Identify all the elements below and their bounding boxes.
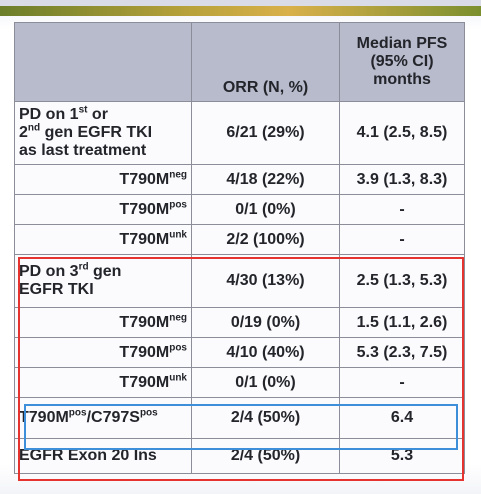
orr-cell: 2/2 (100%) bbox=[191, 224, 340, 255]
row-label: T790Munk bbox=[14, 224, 192, 255]
orr-cell: 0/19 (0%) bbox=[191, 307, 340, 338]
row-label: T790Mneg bbox=[14, 307, 192, 338]
row-label-text: 2 bbox=[19, 124, 28, 141]
row-label-text: T790M bbox=[119, 170, 170, 188]
pfs-cell: 6.4 bbox=[339, 397, 465, 439]
row-label-sup: unk bbox=[169, 372, 187, 384]
orr-cell: 4/30 (13%) bbox=[191, 254, 340, 308]
row-label-text: as last treatment bbox=[19, 142, 147, 159]
table-row-egfr-exon20: EGFR Exon 20 Ins 2/4 (50%) 5.3 bbox=[14, 438, 465, 474]
pfs-cell: 3.9 (1.3, 8.3) bbox=[339, 164, 465, 195]
results-table: ORR (N, %) Median PFS (95% CI) months PD… bbox=[14, 22, 465, 474]
row-label-sup: pos bbox=[169, 199, 187, 211]
orr-cell: 6/21 (29%) bbox=[191, 101, 340, 165]
pfs-cell: 1.5 (1.1, 2.6) bbox=[339, 307, 465, 338]
row-label: T790Munk bbox=[14, 367, 192, 398]
pfs-cell: 5.3 bbox=[339, 438, 465, 474]
table-row-t790m-unk-3rd: T790Munk 0/1 (0%) - bbox=[14, 367, 465, 398]
row-label: T790Mpos bbox=[14, 337, 192, 368]
header-row: ORR (N, %) Median PFS (95% CI) months bbox=[14, 22, 465, 102]
row-label-sup: nd bbox=[27, 122, 41, 134]
row-label-text: T790M bbox=[119, 200, 170, 218]
row-label-sup: pos bbox=[139, 407, 158, 419]
pfs-cell: - bbox=[339, 367, 465, 398]
pfs-cell: - bbox=[339, 224, 465, 255]
table-row-t790m-unk: T790Munk 2/2 (100%) - bbox=[14, 224, 465, 255]
row-label: PD on 1st or 2nd gen EGFR TKI as last tr… bbox=[14, 101, 192, 165]
row-label-sup: pos bbox=[68, 407, 87, 419]
header-pfs-line2: (95% CI) bbox=[370, 53, 434, 70]
table-row-pd-3rd-gen: PD on 3rd gen EGFR TKI 4/30 (13%) 2.5 (1… bbox=[14, 254, 465, 308]
row-label-sup: unk bbox=[169, 229, 187, 241]
row-label-sup: st bbox=[78, 104, 88, 116]
table-row-t790m-c797s: T790Mpos/C797Spos 2/4 (50%) 6.4 bbox=[14, 397, 465, 439]
row-label-sup: neg bbox=[169, 312, 187, 324]
table-row-t790m-neg-3rd: T790Mneg 0/19 (0%) 1.5 (1.1, 2.6) bbox=[14, 307, 465, 338]
table-row-t790m-pos-3rd: T790Mpos 4/10 (40%) 5.3 (2.3, 7.5) bbox=[14, 337, 465, 368]
row-label-text: or bbox=[87, 106, 108, 123]
pfs-cell: 2.5 (1.3, 5.3) bbox=[339, 254, 465, 308]
row-label: T790Mneg bbox=[14, 164, 192, 195]
orr-cell: 4/18 (22%) bbox=[191, 164, 340, 195]
row-label-text: T790M bbox=[119, 313, 170, 331]
pfs-cell: - bbox=[339, 194, 465, 225]
orr-cell: 0/1 (0%) bbox=[191, 367, 340, 398]
header-orr-label: ORR (N, %) bbox=[222, 79, 309, 96]
orr-cell: 4/10 (40%) bbox=[191, 337, 340, 368]
table-row-t790m-pos: T790Mpos 0/1 (0%) - bbox=[14, 194, 465, 225]
row-label: EGFR Exon 20 Ins bbox=[14, 438, 192, 474]
row-label-text: PD on 1 bbox=[19, 106, 79, 123]
row-label-text: T790M bbox=[119, 230, 170, 248]
header-pfs-line3: months bbox=[373, 71, 431, 88]
header-median-pfs: Median PFS (95% CI) months bbox=[339, 22, 465, 102]
row-label: T790Mpos/C797Spos bbox=[14, 397, 192, 439]
top-decorative-stripe bbox=[0, 6, 481, 16]
row-label: PD on 3rd gen EGFR TKI bbox=[14, 254, 192, 308]
header-pfs-line1: Median PFS bbox=[356, 35, 448, 52]
row-label-text: gen EGFR TKI bbox=[40, 124, 153, 141]
orr-cell: 0/1 (0%) bbox=[191, 194, 340, 225]
row-label-text: T790M bbox=[119, 373, 170, 391]
orr-cell: 2/4 (50%) bbox=[191, 438, 340, 474]
row-label-text: EGFR TKI bbox=[19, 281, 94, 298]
table-row-pd-1st-2nd-gen: PD on 1st or 2nd gen EGFR TKI as last tr… bbox=[14, 101, 465, 165]
row-label-text: T790M bbox=[119, 343, 170, 361]
row-label-sup: rd bbox=[78, 261, 89, 273]
table-row-t790m-neg: T790Mneg 4/18 (22%) 3.9 (1.3, 8.3) bbox=[14, 164, 465, 195]
row-label-sup: pos bbox=[169, 342, 187, 354]
row-label-text: gen bbox=[88, 263, 122, 280]
pfs-cell: 5.3 (2.3, 7.5) bbox=[339, 337, 465, 368]
row-label-sup: neg bbox=[169, 169, 187, 181]
pfs-cell: 4.1 (2.5, 8.5) bbox=[339, 101, 465, 165]
row-label-text: /C797S bbox=[86, 409, 140, 426]
row-label: T790Mpos bbox=[14, 194, 192, 225]
row-label-text: T790M bbox=[19, 409, 69, 426]
header-blank-cell bbox=[14, 22, 192, 102]
row-label-text: PD on 3 bbox=[19, 263, 79, 280]
header-orr: ORR (N, %) bbox=[191, 22, 340, 102]
orr-cell: 2/4 (50%) bbox=[191, 397, 340, 439]
